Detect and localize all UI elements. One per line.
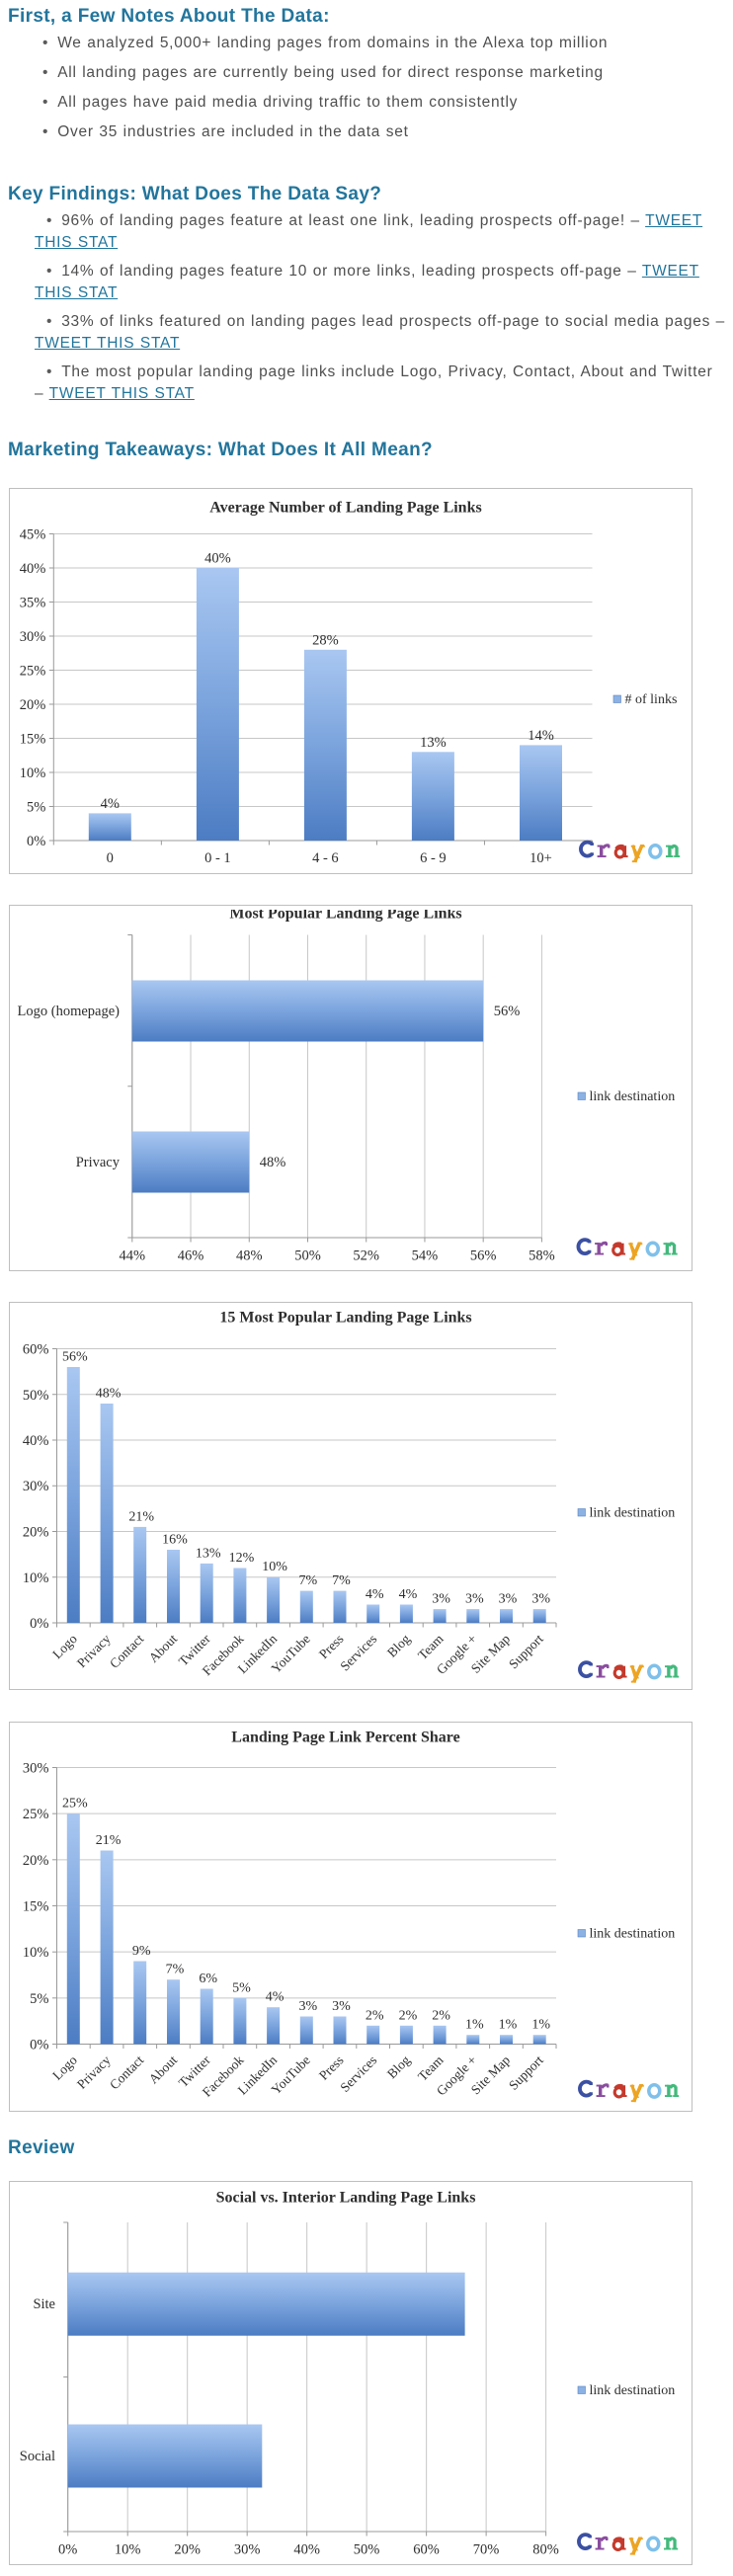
- svg-text:4 - 6: 4 - 6: [312, 850, 339, 866]
- svg-text:3%: 3%: [298, 1999, 317, 2014]
- svg-text:35%: 35%: [20, 596, 46, 611]
- svg-text:30%: 30%: [23, 1761, 49, 1777]
- svg-text:Social vs. Interior Landing Pa: Social vs. Interior Landing Page Links: [216, 2190, 476, 2207]
- svg-text:10%: 10%: [23, 1945, 49, 1961]
- svg-text:13%: 13%: [420, 735, 447, 751]
- svg-text:56%: 56%: [470, 1248, 497, 1264]
- svg-text:7%: 7%: [332, 1573, 351, 1588]
- svg-text:Privacy: Privacy: [76, 1155, 121, 1170]
- svg-text:15 Most Popular Landing Page L: 15 Most Popular Landing Page Links: [219, 1310, 471, 1327]
- svg-text:2%: 2%: [432, 2008, 450, 2023]
- svg-text:0%: 0%: [30, 2038, 48, 2053]
- svg-text:10%: 10%: [20, 765, 46, 781]
- svg-text:30%: 30%: [234, 2542, 261, 2558]
- svg-text:58%: 58%: [529, 1248, 555, 1264]
- svg-text:1%: 1%: [465, 2018, 484, 2033]
- svg-text:0: 0: [107, 850, 114, 866]
- svg-text:4%: 4%: [366, 1587, 384, 1602]
- svg-text:0%: 0%: [27, 834, 45, 849]
- svg-text:0%: 0%: [30, 1616, 48, 1632]
- svg-text:50%: 50%: [294, 1248, 321, 1264]
- svg-text:10+: 10+: [529, 850, 552, 866]
- svg-text:70%: 70%: [473, 2542, 500, 2558]
- svg-text:5%: 5%: [30, 1991, 48, 2007]
- svg-text:48%: 48%: [260, 1155, 286, 1170]
- svg-text:5%: 5%: [27, 800, 45, 816]
- svg-text:3%: 3%: [332, 1999, 351, 2014]
- svg-text:7%: 7%: [166, 1963, 185, 1977]
- svg-text:link destination: link destination: [590, 1089, 676, 1104]
- svg-text:40%: 40%: [204, 551, 231, 567]
- svg-text:14%: 14%: [528, 728, 554, 744]
- svg-text:link destination: link destination: [590, 1505, 676, 1520]
- svg-text:10%: 10%: [23, 1570, 49, 1586]
- svg-text:48%: 48%: [96, 1387, 122, 1402]
- svg-text:25%: 25%: [62, 1797, 88, 1811]
- svg-text:Landing Page Link Percent Shar: Landing Page Link Percent Share: [231, 1730, 459, 1746]
- svg-text:25%: 25%: [20, 664, 46, 680]
- svg-text:Social: Social: [20, 2449, 55, 2464]
- svg-text:15%: 15%: [23, 1899, 49, 1915]
- svg-text:Average Number of Landing Page: Average Number of Landing Page Links: [209, 500, 481, 517]
- svg-text:40%: 40%: [23, 1433, 49, 1449]
- svg-text:25%: 25%: [23, 1807, 49, 1822]
- svg-text:10%: 10%: [262, 1560, 287, 1574]
- svg-text:10%: 10%: [115, 2542, 141, 2558]
- svg-text:60%: 60%: [413, 2542, 440, 2558]
- svg-text:21%: 21%: [128, 1509, 154, 1524]
- svg-text:6%: 6%: [199, 1972, 217, 1986]
- svg-text:3%: 3%: [531, 1592, 550, 1607]
- svg-text:16%: 16%: [162, 1533, 188, 1548]
- svg-text:3%: 3%: [465, 1592, 484, 1607]
- svg-text:30%: 30%: [23, 1479, 49, 1494]
- svg-text:Site: Site: [33, 2296, 55, 2312]
- svg-text:12%: 12%: [229, 1551, 255, 1566]
- svg-text:3%: 3%: [432, 1592, 450, 1607]
- svg-text:28%: 28%: [312, 632, 339, 648]
- svg-text:15%: 15%: [20, 732, 46, 748]
- svg-text:60%: 60%: [23, 1342, 49, 1358]
- svg-text:0 - 1: 0 - 1: [204, 850, 231, 866]
- svg-text:9%: 9%: [132, 1944, 151, 1959]
- svg-text:50%: 50%: [354, 2542, 380, 2558]
- svg-text:link destination: link destination: [590, 2383, 676, 2398]
- svg-text:0%: 0%: [58, 2542, 77, 2558]
- svg-text:46%: 46%: [178, 1248, 204, 1264]
- svg-text:1%: 1%: [531, 2018, 550, 2033]
- svg-text:4%: 4%: [101, 796, 120, 812]
- svg-text:48%: 48%: [236, 1248, 263, 1264]
- svg-text:56%: 56%: [494, 1004, 521, 1019]
- svg-text:40%: 40%: [20, 561, 46, 577]
- svg-text:5%: 5%: [232, 1980, 251, 1995]
- svg-text:20%: 20%: [23, 1853, 49, 1869]
- svg-text:3%: 3%: [499, 1592, 518, 1607]
- svg-text:45%: 45%: [20, 527, 46, 543]
- svg-text:7%: 7%: [298, 1573, 317, 1588]
- svg-text:20%: 20%: [174, 2542, 201, 2558]
- svg-text:56%: 56%: [62, 1350, 88, 1365]
- svg-text:50%: 50%: [23, 1388, 49, 1404]
- svg-text:6 - 9: 6 - 9: [420, 850, 447, 866]
- svg-text:80%: 80%: [532, 2542, 559, 2558]
- svg-text:13%: 13%: [196, 1546, 221, 1561]
- svg-text:20%: 20%: [23, 1525, 49, 1541]
- svg-text:40%: 40%: [293, 2542, 320, 2558]
- svg-text:20%: 20%: [20, 697, 46, 713]
- svg-text:44%: 44%: [120, 1248, 146, 1264]
- svg-text:21%: 21%: [96, 1833, 122, 1848]
- svg-text:link destination: link destination: [590, 1926, 676, 1941]
- svg-text:4%: 4%: [399, 1587, 418, 1602]
- svg-text:1%: 1%: [499, 2018, 518, 2033]
- svg-text:# of links: # of links: [625, 692, 678, 707]
- svg-text:52%: 52%: [353, 1248, 379, 1264]
- svg-text:54%: 54%: [412, 1248, 439, 1264]
- svg-text:30%: 30%: [20, 629, 46, 645]
- svg-text:2%: 2%: [366, 2008, 384, 2023]
- svg-text:Logo (homepage): Logo (homepage): [18, 1004, 121, 1019]
- svg-text:4%: 4%: [266, 1990, 285, 2005]
- svg-text:2%: 2%: [399, 2008, 418, 2023]
